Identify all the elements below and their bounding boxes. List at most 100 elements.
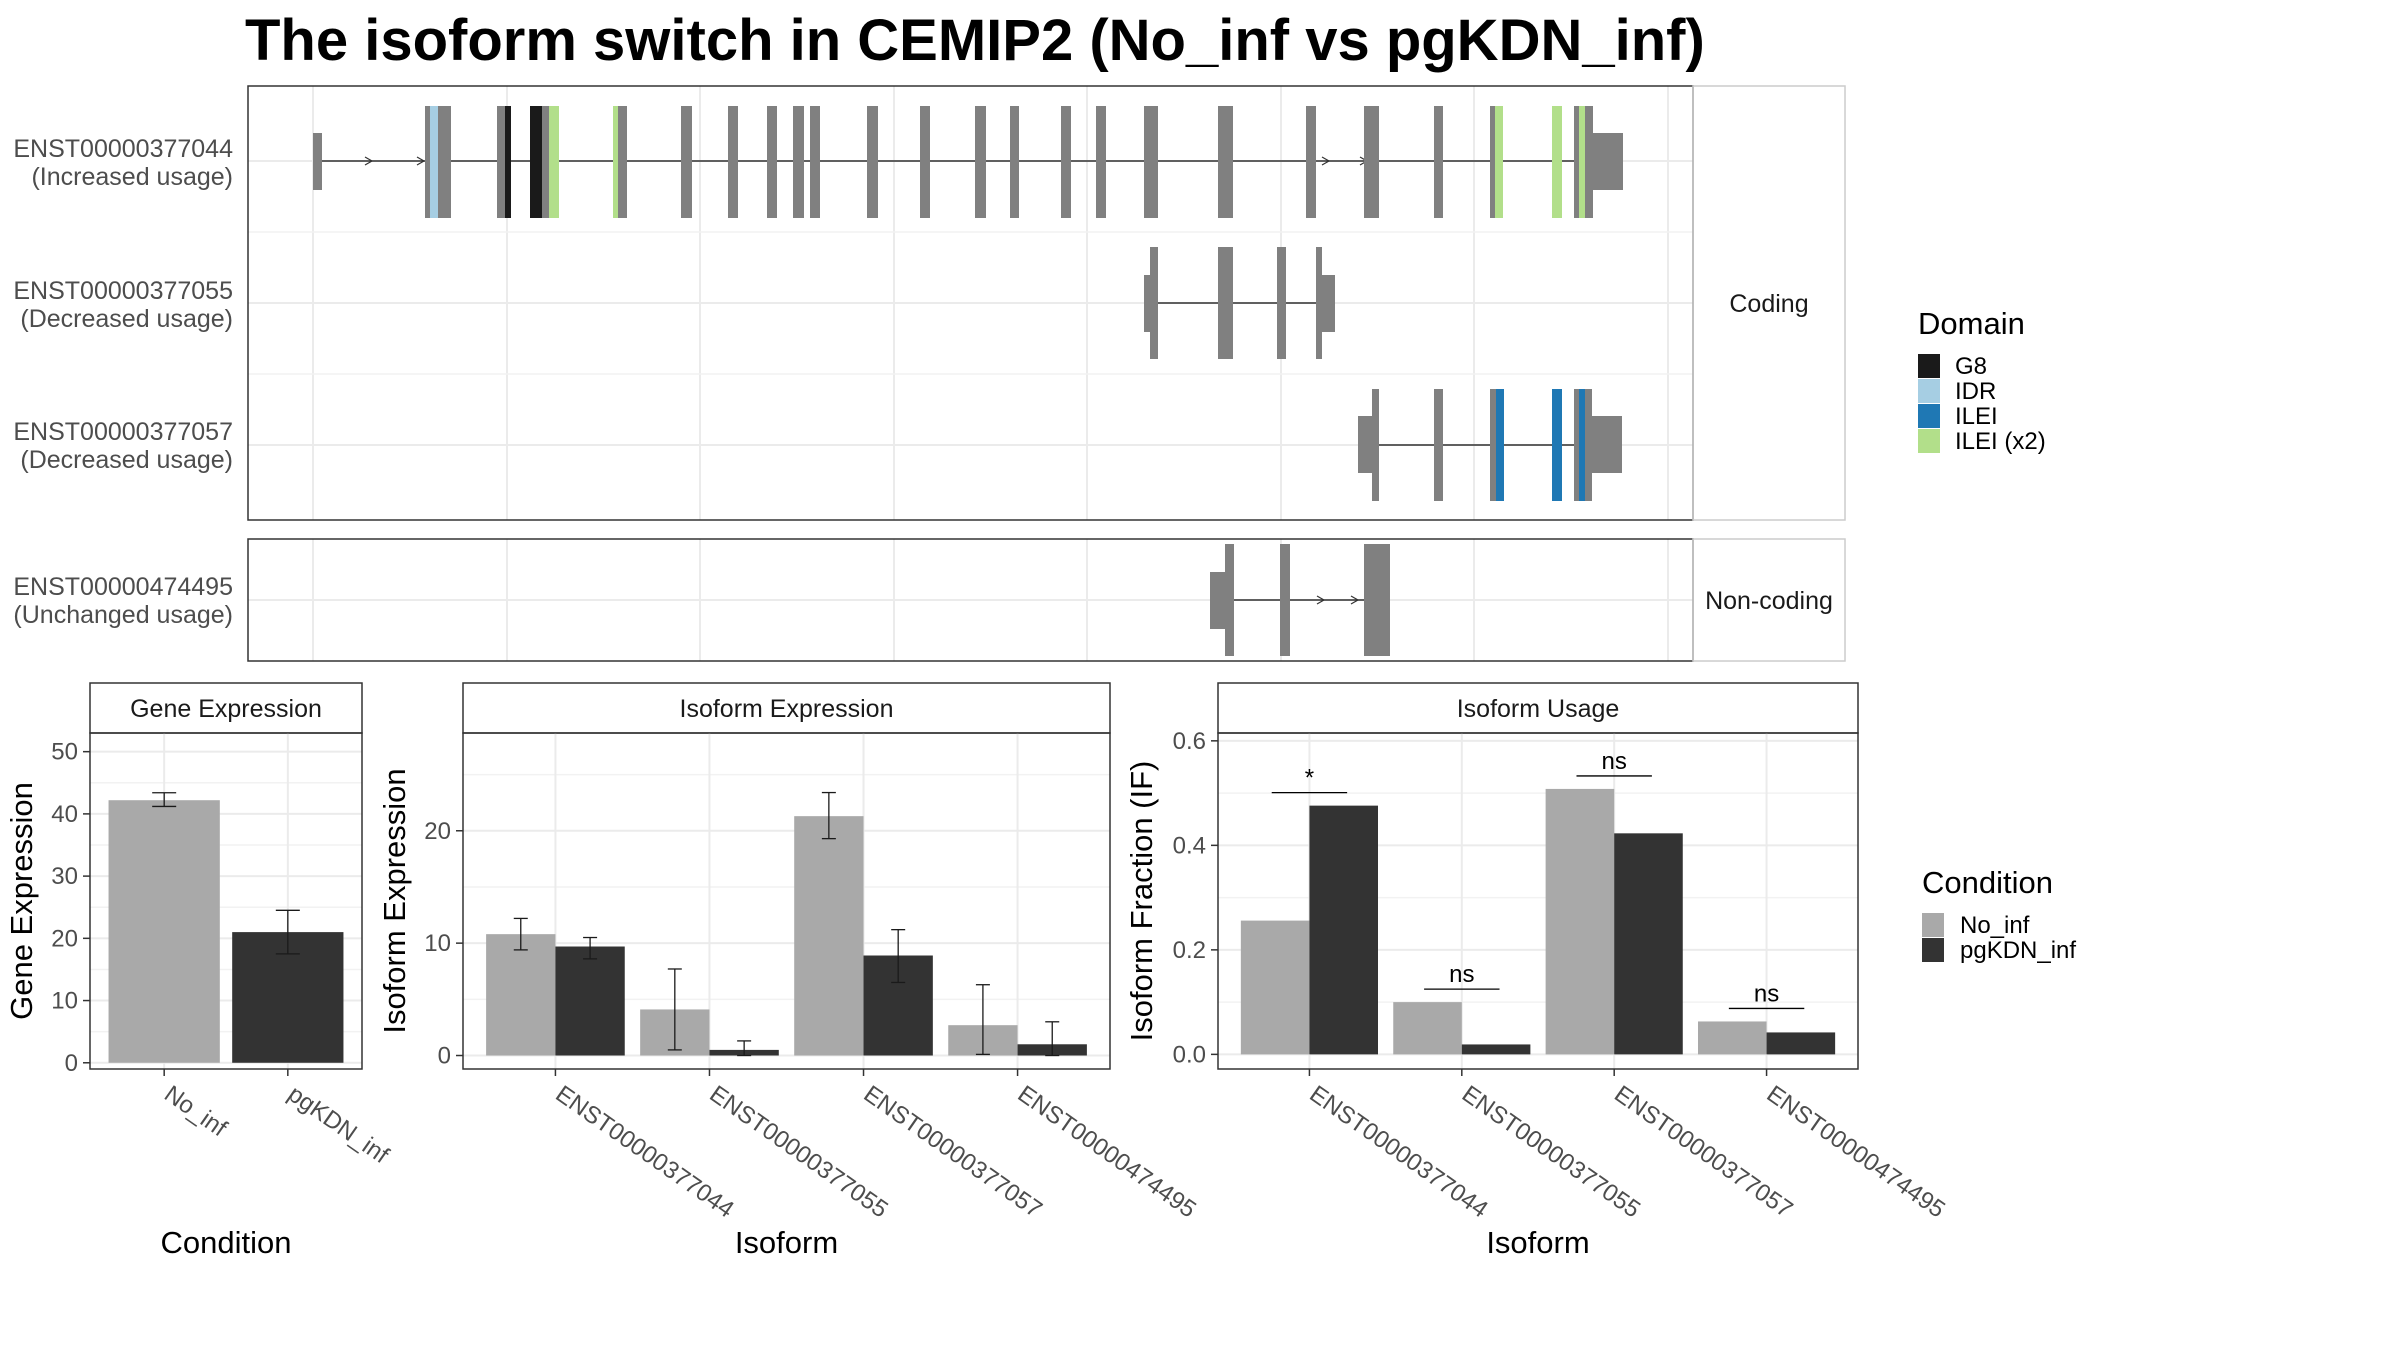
exon (1096, 106, 1106, 218)
bar-no-inf (1240, 920, 1310, 1055)
exon (1218, 106, 1233, 218)
exon (728, 106, 738, 218)
bar-pgkdn-inf (1614, 833, 1683, 1055)
panel-strip-label: Isoform Expression (680, 695, 894, 723)
bar-no-inf (794, 816, 864, 1056)
exon-domain-g8 (530, 106, 542, 218)
significance-label: ns (1449, 961, 1474, 988)
exon (1372, 389, 1379, 501)
condition-legend-title: Condition (1922, 865, 2053, 900)
strand-arrow (364, 156, 374, 166)
panel-border (1217, 732, 1859, 1070)
exon (1061, 106, 1071, 218)
exon-domain-ilei-x2 (1579, 106, 1585, 218)
exon (1364, 106, 1379, 218)
exon (1150, 247, 1158, 359)
transcript-label-377044: ENST00000377044 (13, 135, 233, 163)
legend-swatch-no-inf (1922, 913, 1944, 937)
exon-domain-ilei-x2 (613, 106, 618, 218)
y-tick-label: 0 (438, 1043, 451, 1070)
transcript-usage-377055: (Decreased usage) (20, 305, 233, 333)
exon (1218, 247, 1233, 359)
exon-utr (1592, 416, 1622, 473)
x-axis-title: Isoform (1486, 1225, 1589, 1260)
exon (867, 106, 878, 218)
bar-pgkdn-inf (1461, 1044, 1531, 1055)
exon-utr (313, 133, 322, 190)
exon (542, 106, 549, 218)
exon (1574, 389, 1579, 501)
legend-swatch-idr (1918, 379, 1940, 403)
transcript-model-377057 (1358, 389, 1622, 501)
bar-no-inf (486, 934, 556, 1056)
y-tick-label: 20 (424, 818, 451, 845)
x-tick-label: No_inf (159, 1080, 232, 1142)
exon-utr (1225, 544, 1234, 656)
y-tick-label: 50 (51, 739, 78, 766)
exon (1434, 106, 1443, 218)
exon (438, 106, 451, 218)
y-tick-label: 0.4 (1173, 832, 1206, 859)
exon (793, 106, 804, 218)
exon (920, 106, 930, 218)
transcript-label-377057: ENST00000377057 (13, 418, 233, 446)
isoform-usage-panel: Isoform Usage*nsnsns0.00.20.40.6ENST0000… (1124, 682, 1950, 1260)
transcript-model-377044 (313, 106, 1623, 218)
transcript-usage-474495: (Unchanged usage) (13, 601, 233, 629)
condition-legend: Condition No_inf pgKDN_inf (1922, 865, 2076, 964)
panel-border (462, 732, 1111, 1070)
exon-utr (1144, 275, 1150, 332)
bar-pgkdn-inf (1309, 805, 1378, 1055)
y-axis-title: Isoform Fraction (IF) (1124, 761, 1159, 1042)
exon-utr (1364, 544, 1390, 656)
transcript-usage-377044: (Increased usage) (31, 163, 233, 191)
exon (1010, 106, 1019, 218)
exon (767, 106, 777, 218)
y-axis-title: Isoform Expression (377, 768, 412, 1033)
exon (1434, 389, 1443, 501)
exon-utr (1280, 544, 1290, 656)
bar-no-inf (108, 800, 220, 1063)
transcript-panel: Coding Non-coding ENST00000377044 (Incre… (13, 85, 1846, 662)
panel-strip-label: Isoform Usage (1457, 695, 1620, 723)
exon-domain-idr (430, 106, 438, 218)
exon (497, 106, 505, 218)
exon-domain-ilei-x2 (1495, 106, 1503, 218)
transcript-label-474495: ENST00000474495 (13, 573, 233, 601)
transcript-usage-377057: (Decreased usage) (20, 446, 233, 474)
y-tick-label: 40 (51, 801, 78, 828)
domain-legend: Domain G8 IDR ILEI ILEI (x2) (1918, 306, 2046, 455)
legend-label-pgkdn-inf: pgKDN_inf (1960, 937, 2076, 964)
exon-domain-ilei (1552, 389, 1562, 501)
exon (1144, 106, 1158, 218)
bar-pgkdn-inf (555, 946, 625, 1056)
legend-swatch-g8 (1918, 354, 1940, 378)
exon (1574, 106, 1579, 218)
coding-strip-label: Coding (1729, 290, 1808, 318)
y-tick-label: 30 (51, 863, 78, 890)
panel-strip (89, 682, 363, 734)
y-axis-title: Gene Expression (4, 782, 39, 1020)
legend-swatch-ilei-x2 (1918, 429, 1940, 453)
exon-domain-ilei-x2 (549, 106, 559, 218)
exon (1490, 106, 1495, 218)
exon-utr (1210, 572, 1225, 629)
y-tick-label: 0.0 (1173, 1041, 1206, 1068)
transcript-label-377055: ENST00000377055 (13, 277, 233, 305)
legend-swatch-pgkdn-inf (1922, 938, 1944, 962)
y-tick-label: 20 (51, 925, 78, 952)
exon-utr (1322, 275, 1335, 332)
panel-strip-label: Gene Expression (130, 695, 322, 723)
strand-arrow (416, 156, 426, 166)
domain-legend-title: Domain (1918, 306, 2025, 341)
exon (1277, 247, 1286, 359)
exon (1306, 106, 1316, 218)
y-tick-label: 10 (51, 988, 78, 1015)
panel-strip (462, 682, 1111, 734)
strand-arrow (1316, 595, 1326, 605)
exon (681, 106, 692, 218)
plot-title: The isoform switch in CEMIP2 (No_inf vs … (245, 8, 1705, 73)
exon-utr (1358, 416, 1372, 473)
significance-label: * (1305, 765, 1314, 792)
exon (618, 106, 627, 218)
